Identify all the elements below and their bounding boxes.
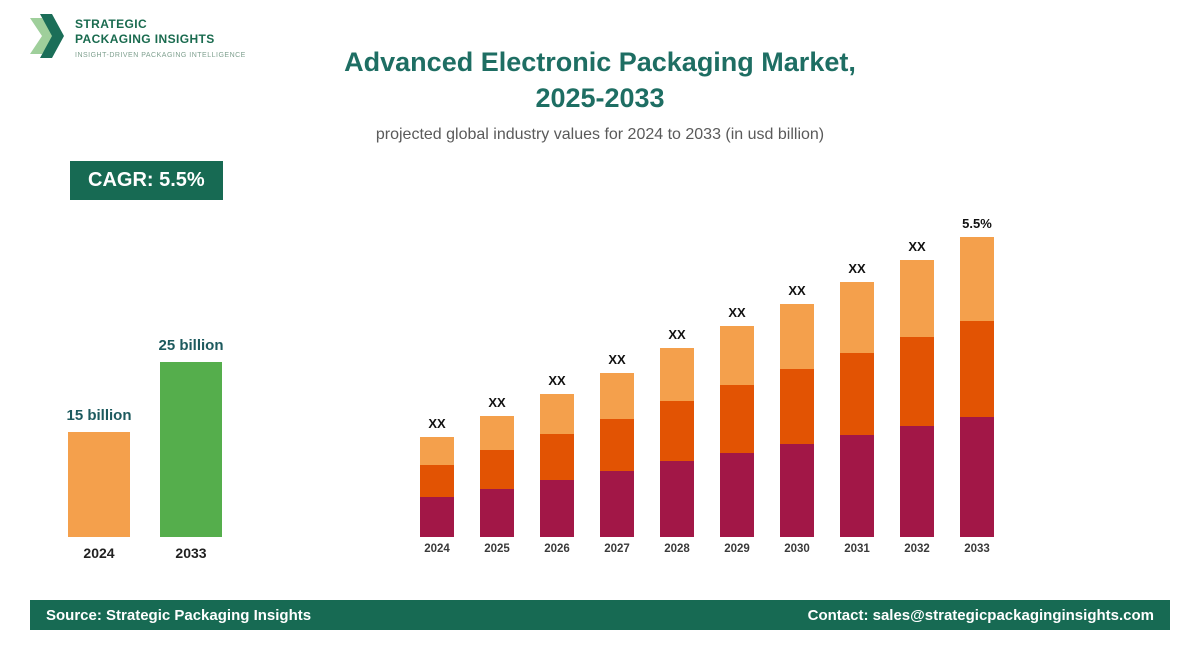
stacked-bar-col-2028: XX bbox=[660, 215, 694, 537]
segment-top bbox=[420, 437, 454, 465]
segment-middle bbox=[420, 465, 454, 497]
main-year-label: 2025 bbox=[484, 543, 510, 555]
main-year-label: 2027 bbox=[604, 543, 630, 555]
summary-value-label: 15 billion bbox=[66, 407, 132, 424]
summary-year-label: 2024 bbox=[83, 545, 115, 561]
chevron-logo-icon bbox=[30, 14, 66, 63]
stacked-bar-col-2033: 5.5% bbox=[960, 215, 994, 537]
stacked-bar-2030 bbox=[780, 304, 814, 537]
main-year-label: 2024 bbox=[424, 543, 450, 555]
summary-year-label: 2033 bbox=[175, 545, 207, 561]
bar-value-label: XX bbox=[428, 416, 446, 431]
stacked-bar-col-2030: XX bbox=[780, 215, 814, 537]
footer-source: Source: Strategic Packaging Insights bbox=[46, 606, 312, 624]
stacked-bar-2028 bbox=[660, 348, 694, 537]
segment-middle bbox=[840, 353, 874, 435]
summary-value-label: 25 billion bbox=[158, 337, 224, 354]
stacked-bar-2024 bbox=[420, 437, 454, 537]
bar-value-label: 5.5% bbox=[962, 216, 992, 231]
bar-value-label: XX bbox=[668, 327, 686, 342]
bar-value-label: XX bbox=[608, 352, 626, 367]
main-chart: XX XX XX XX XX XX XX XX XX 5.5% 2024 2025 2026 2027 2… bbox=[420, 215, 994, 555]
summary-bar-col-2033: 25 billion bbox=[158, 318, 224, 537]
stacked-bar-2025 bbox=[480, 416, 514, 537]
stacked-bar-2027 bbox=[600, 373, 634, 537]
segment-bottom bbox=[660, 461, 694, 537]
segment-top bbox=[780, 304, 814, 369]
logo-text: STRATEGIC PACKAGING INSIGHTS INSIGHT-DRI… bbox=[75, 14, 246, 59]
segment-bottom bbox=[900, 426, 934, 537]
segment-middle bbox=[480, 450, 514, 489]
stacked-bar-col-2027: XX bbox=[600, 215, 634, 537]
main-year-label: 2028 bbox=[664, 543, 690, 555]
main-year-label: 2032 bbox=[904, 543, 930, 555]
segment-middle bbox=[660, 401, 694, 461]
main-bars: XX XX XX XX XX XX XX XX XX 5.5% bbox=[420, 215, 994, 537]
segment-bottom bbox=[540, 480, 574, 537]
main-year-label: 2033 bbox=[964, 543, 990, 555]
segment-bottom bbox=[840, 435, 874, 537]
logo-line1: STRATEGIC bbox=[75, 17, 148, 31]
bar-value-label: XX bbox=[908, 239, 926, 254]
segment-middle bbox=[960, 321, 994, 417]
segment-middle bbox=[900, 337, 934, 426]
stacked-bar-col-2031: XX bbox=[840, 215, 874, 537]
segment-top bbox=[600, 373, 634, 419]
footer-bar: Source: Strategic Packaging Insights Con… bbox=[30, 600, 1170, 630]
cagr-badge: CAGR: 5.5% bbox=[70, 161, 223, 200]
stacked-bar-col-2032: XX bbox=[900, 215, 934, 537]
segment-top bbox=[840, 282, 874, 353]
stacked-bar-2026 bbox=[540, 394, 574, 537]
summary-bar-2024 bbox=[68, 432, 130, 537]
segment-bottom bbox=[720, 453, 754, 537]
title-line2: 2025-2033 bbox=[535, 83, 665, 114]
page-title: Advanced Electronic Packaging Market, 20… bbox=[0, 44, 1200, 117]
segment-top bbox=[660, 348, 694, 401]
segment-bottom bbox=[600, 471, 634, 537]
stacked-bar-col-2024: XX bbox=[420, 215, 454, 537]
footer-contact: Contact: sales@strategicpackaginginsight… bbox=[807, 606, 1154, 624]
stacked-bar-col-2026: XX bbox=[540, 215, 574, 537]
summary-bars: 15 billion 25 billion bbox=[66, 318, 224, 537]
main-year-labels: 2024 2025 2026 2027 2028 2029 2030 2031 2032 2033 bbox=[420, 543, 994, 555]
segment-top bbox=[480, 416, 514, 450]
segment-middle bbox=[780, 369, 814, 444]
segment-middle bbox=[540, 434, 574, 480]
main-year-label: 2029 bbox=[724, 543, 750, 555]
bar-value-label: XX bbox=[488, 395, 506, 410]
segment-top bbox=[720, 326, 754, 385]
logo-tagline: INSIGHT-DRIVEN PACKAGING INTELLIGENCE bbox=[75, 52, 246, 59]
segment-bottom bbox=[480, 489, 514, 537]
stacked-bar-2033 bbox=[960, 237, 994, 537]
segment-bottom bbox=[780, 444, 814, 537]
bar-value-label: XX bbox=[788, 283, 806, 298]
segment-middle bbox=[600, 419, 634, 471]
bar-value-label: XX bbox=[848, 261, 866, 276]
bar-value-label: XX bbox=[548, 373, 566, 388]
summary-chart: 15 billion 25 billion 2024 2033 bbox=[66, 318, 224, 561]
stacked-bar-col-2025: XX bbox=[480, 215, 514, 537]
stacked-bar-2029 bbox=[720, 326, 754, 537]
main-year-label: 2031 bbox=[844, 543, 870, 555]
summary-year-labels: 2024 2033 bbox=[68, 545, 222, 561]
summary-bar-col-2024: 15 billion bbox=[66, 318, 132, 537]
stacked-bar-col-2029: XX bbox=[720, 215, 754, 537]
segment-top bbox=[960, 237, 994, 321]
summary-bar-2033 bbox=[160, 362, 222, 537]
main-year-label: 2026 bbox=[544, 543, 570, 555]
segment-bottom bbox=[420, 497, 454, 537]
title-line1: Advanced Electronic Packaging Market, bbox=[344, 47, 856, 77]
page-subtitle: projected global industry values for 202… bbox=[375, 125, 825, 143]
main-year-label: 2030 bbox=[784, 543, 810, 555]
segment-top bbox=[900, 260, 934, 337]
stacked-bar-2031 bbox=[840, 282, 874, 537]
bar-value-label: XX bbox=[728, 305, 746, 320]
header: Advanced Electronic Packaging Market, 20… bbox=[0, 44, 1200, 144]
segment-bottom bbox=[960, 417, 994, 537]
segment-top bbox=[540, 394, 574, 434]
stacked-bar-2032 bbox=[900, 260, 934, 537]
logo: STRATEGIC PACKAGING INSIGHTS INSIGHT-DRI… bbox=[30, 14, 246, 63]
logo-line2: PACKAGING INSIGHTS bbox=[75, 32, 215, 46]
segment-middle bbox=[720, 385, 754, 453]
